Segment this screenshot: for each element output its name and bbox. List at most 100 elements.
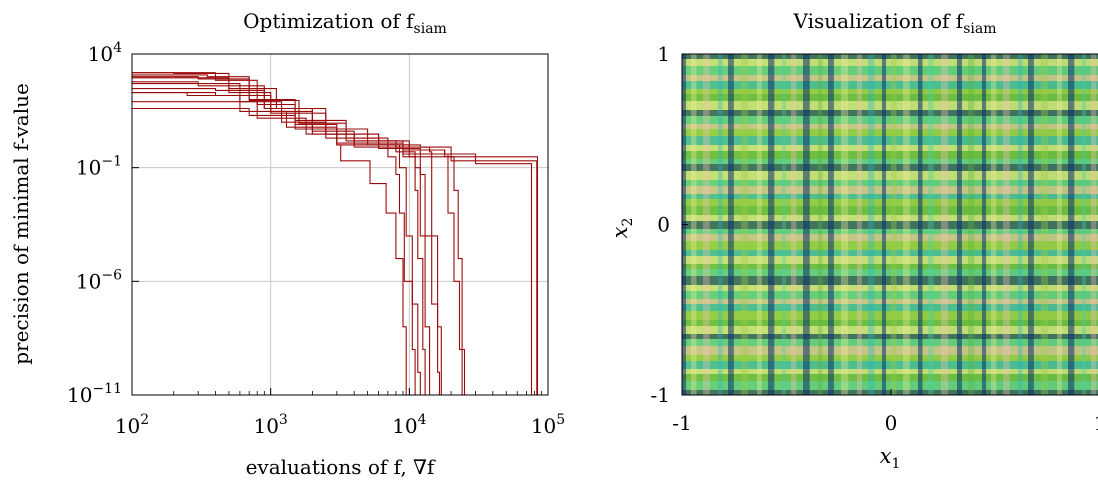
heatmap-band: [682, 381, 1098, 390]
left-panel: Optimization of fsiam 102 103 104 105 104 10−…: [9, 9, 565, 479]
series-line-4: [132, 107, 407, 395]
heatmap-stripe: [903, 54, 910, 395]
heatmap-band: [682, 94, 1098, 101]
heatmap-stripe: [891, 54, 897, 395]
heatmap-band: [682, 229, 1098, 234]
heatmap-band: [682, 361, 1098, 369]
series-line-10: [132, 83, 466, 395]
heatmap-band: [682, 320, 1098, 326]
heatmap-band: [682, 256, 1098, 264]
heatmap-band: [682, 194, 1098, 199]
heatmap-band: [682, 59, 1098, 66]
heatmap-stripe: [882, 54, 887, 395]
right-ticks: -1 0 1 1 0 -1: [651, 42, 1098, 435]
heatmap-stripe: [1091, 54, 1097, 395]
heatmap-band: [682, 291, 1098, 299]
heatmap-band: [682, 159, 1098, 164]
y-tick-label: 10−1: [76, 154, 122, 180]
heatmap-band: [682, 66, 1098, 75]
heatmap-band: [682, 186, 1098, 194]
heatmap-band: [682, 264, 1098, 269]
heatmap-band: [682, 171, 1098, 180]
heatmap-band: [682, 199, 1098, 206]
heatmap-band: [682, 311, 1098, 320]
y-tick-label: 10−11: [67, 381, 122, 407]
heatmap-band: [682, 326, 1098, 334]
x-tick-label: 102: [115, 412, 149, 438]
heatmap-band: [682, 339, 1098, 346]
heatmap-band: [682, 334, 1098, 339]
heatmap-band: [682, 164, 1098, 171]
heatmap-stripe: [968, 54, 975, 395]
heatmap-stripe: [1041, 54, 1049, 395]
heatmap-band: [682, 221, 1098, 229]
heatmap-stripe: [728, 54, 734, 395]
heatmap-stripe: [741, 54, 749, 395]
heatmap-stripe: [691, 54, 697, 395]
heatmap-band: [682, 110, 1098, 116]
heatmap-band: [682, 54, 1098, 59]
left-ticks: 102 103 104 105 104 10−1 10−6 10−11: [67, 40, 565, 438]
left-x-axis-label: evaluations of f, ∇f: [246, 455, 436, 479]
heatmap-band: [682, 101, 1098, 110]
heatmap-band: [682, 241, 1098, 250]
y-tick-label: 104: [88, 40, 122, 66]
heatmap-band: [682, 374, 1098, 381]
heatmap-stripe: [928, 54, 934, 395]
x-tick-label: 105: [531, 412, 565, 438]
right-panel: Visualization of fsiam -1 0 1 1 0 -1 x1 x2: [608, 9, 1098, 472]
heatmap-stripe: [918, 54, 923, 395]
heatmap-band: [682, 355, 1098, 361]
heatmap-rows: [682, 54, 1098, 395]
heatmap-band: [682, 75, 1098, 81]
heatmap-stripe: [703, 54, 710, 395]
heatmap-band: [682, 89, 1098, 94]
heatmap-band: [682, 299, 1098, 304]
heatmap-stripe: [757, 54, 762, 395]
series-line-5: [132, 92, 416, 395]
heatmap-band: [682, 129, 1098, 136]
heatmap-stripe: [718, 54, 723, 395]
right-x-axis-label: x1: [880, 444, 901, 472]
heatmap-band: [682, 116, 1098, 124]
y-tick-label: 10−6: [76, 267, 122, 293]
heatmap-stripe: [768, 54, 775, 395]
heatmap-band: [682, 276, 1098, 285]
heatmap-stripe: [791, 54, 797, 395]
heatmap-band: [682, 304, 1098, 311]
heatmap-stripe: [868, 54, 875, 395]
left-plot-lines: [132, 72, 539, 395]
heatmap-band: [682, 250, 1098, 256]
heatmap-band: [682, 369, 1098, 374]
heatmap-band: [682, 215, 1098, 221]
series-line-12: [132, 72, 426, 395]
heatmap-stripe: [1003, 54, 1010, 395]
series-line-3: [132, 77, 538, 395]
heatmap-stripe: [941, 54, 949, 395]
heatmap-stripe: [782, 54, 787, 395]
heatmap-band: [682, 234, 1098, 241]
heatmap-band: [682, 136, 1098, 145]
heatmap-columns: [682, 54, 1097, 395]
left-grid: [132, 54, 548, 395]
left-panel-title: Optimization of fsiam: [243, 9, 447, 37]
heatmap-stripe: [1068, 54, 1075, 395]
series-line-1: [132, 72, 539, 395]
left-y-axis-label: precision of minimal f-value: [9, 83, 33, 365]
series-line-6: [132, 74, 421, 395]
x-tick-label: 104: [392, 412, 426, 438]
heatmap-band: [682, 346, 1098, 355]
heatmap: [682, 54, 1098, 395]
heatmap-stripe: [982, 54, 987, 395]
heatmap-band: [682, 285, 1098, 291]
heatmap-stripe: [857, 54, 862, 395]
right-y-axis-label: x2: [608, 218, 636, 239]
heatmap-stripe: [828, 54, 834, 395]
heatmap-band: [682, 390, 1098, 395]
heatmap-stripe: [1018, 54, 1023, 395]
heatmap-stripe: [841, 54, 849, 395]
x-tick-label: 103: [253, 412, 287, 438]
left-axes-frame: [131, 53, 549, 396]
heatmap-band: [682, 151, 1098, 159]
